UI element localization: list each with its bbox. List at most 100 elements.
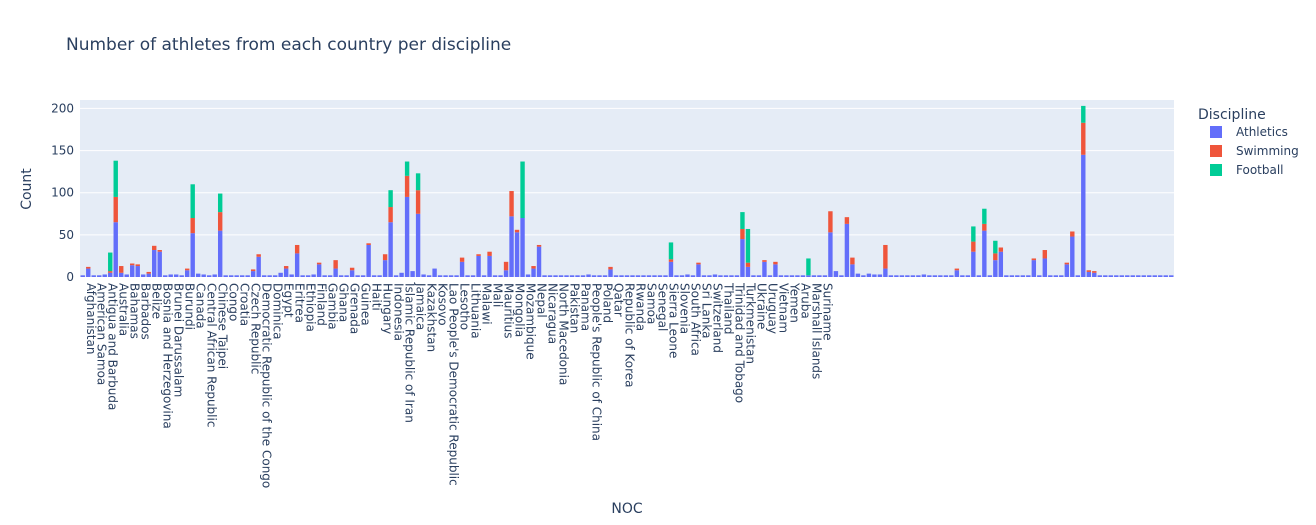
bar-athletics[interactable]: [322, 275, 327, 277]
bar-athletics[interactable]: [943, 275, 949, 277]
bar-athletics[interactable]: [899, 275, 905, 277]
bar-swimming[interactable]: [1064, 262, 1069, 265]
bar-athletics[interactable]: [1004, 275, 1009, 277]
bar-football[interactable]: [388, 190, 393, 208]
bar-athletics[interactable]: [762, 261, 767, 277]
bar-athletics[interactable]: [701, 275, 707, 277]
bar-athletics[interactable]: [503, 270, 509, 277]
bar-athletics[interactable]: [778, 275, 784, 277]
bar-swimming[interactable]: [487, 251, 492, 256]
bar-athletics[interactable]: [80, 275, 85, 277]
bar-athletics[interactable]: [630, 275, 635, 277]
bar-athletics[interactable]: [767, 275, 773, 277]
bar-athletics[interactable]: [305, 275, 311, 277]
bar-athletics[interactable]: [300, 275, 305, 277]
bar-swimming[interactable]: [404, 175, 410, 197]
legend-item-athletics[interactable]: Athletics: [1236, 125, 1288, 139]
bar-athletics[interactable]: [745, 266, 751, 277]
bar-swimming[interactable]: [844, 217, 850, 224]
bar-athletics[interactable]: [250, 271, 256, 277]
bar-swimming[interactable]: [509, 191, 514, 217]
bar-athletics[interactable]: [448, 275, 454, 277]
bar-swimming[interactable]: [130, 263, 135, 266]
bar-athletics[interactable]: [245, 275, 250, 277]
bar-swimming[interactable]: [531, 266, 536, 269]
bar-athletics[interactable]: [696, 264, 701, 277]
bar-football[interactable]: [993, 240, 998, 254]
bar-athletics[interactable]: [619, 275, 624, 277]
bar-athletics[interactable]: [1059, 275, 1064, 277]
bar-athletics[interactable]: [481, 275, 487, 277]
bar-athletics[interactable]: [905, 275, 910, 277]
bar-athletics[interactable]: [822, 275, 828, 277]
bar-swimming[interactable]: [1086, 270, 1091, 272]
bar-athletics[interactable]: [806, 275, 811, 277]
bar-athletics[interactable]: [1147, 275, 1152, 277]
bar-athletics[interactable]: [679, 275, 685, 277]
bar-athletics[interactable]: [575, 275, 580, 277]
bar-athletics[interactable]: [190, 233, 195, 277]
bar-athletics[interactable]: [388, 222, 393, 277]
bar-swimming[interactable]: [294, 244, 300, 254]
legend-item-swimming[interactable]: Swimming: [1236, 144, 1299, 158]
bar-swimming[interactable]: [250, 269, 256, 272]
bar-athletics[interactable]: [443, 275, 448, 277]
bar-athletics[interactable]: [1136, 275, 1141, 277]
bar-athletics[interactable]: [1086, 271, 1091, 277]
bar-swimming[interactable]: [828, 211, 833, 233]
bar-athletics[interactable]: [1119, 275, 1124, 277]
bar-athletics[interactable]: [212, 274, 217, 277]
bar-athletics[interactable]: [855, 273, 861, 277]
bar-athletics[interactable]: [811, 275, 817, 277]
bar-athletics[interactable]: [1075, 275, 1080, 277]
bar-athletics[interactable]: [476, 255, 481, 277]
bar-swimming[interactable]: [668, 259, 674, 262]
bar-athletics[interactable]: [316, 264, 322, 277]
bar-athletics[interactable]: [294, 253, 300, 277]
bar-swimming[interactable]: [503, 261, 509, 271]
bar-athletics[interactable]: [1097, 275, 1102, 277]
bar-athletics[interactable]: [421, 274, 426, 277]
bar-athletics[interactable]: [740, 239, 745, 277]
bar-athletics[interactable]: [597, 275, 602, 277]
bar-athletics[interactable]: [817, 275, 822, 277]
bar-athletics[interactable]: [152, 250, 157, 277]
bar-athletics[interactable]: [718, 275, 723, 277]
bar-athletics[interactable]: [580, 275, 586, 277]
bar-athletics[interactable]: [547, 275, 553, 277]
bar-athletics[interactable]: [1037, 275, 1042, 277]
bar-athletics[interactable]: [498, 275, 503, 277]
bar-athletics[interactable]: [773, 264, 778, 277]
bar-athletics[interactable]: [1141, 275, 1146, 277]
bar-athletics[interactable]: [141, 274, 146, 277]
bar-athletics[interactable]: [108, 272, 113, 277]
bar-athletics[interactable]: [91, 275, 96, 277]
bar-athletics[interactable]: [278, 272, 283, 277]
bar-athletics[interactable]: [800, 275, 806, 277]
bar-athletics[interactable]: [916, 275, 921, 277]
bar-athletics[interactable]: [789, 275, 795, 277]
bar-swimming[interactable]: [1070, 231, 1075, 237]
bar-athletics[interactable]: [366, 244, 371, 277]
bar-athletics[interactable]: [514, 232, 520, 277]
bar-football[interactable]: [740, 212, 745, 229]
bar-football[interactable]: [1081, 105, 1086, 123]
bar-athletics[interactable]: [542, 275, 547, 277]
bar-athletics[interactable]: [613, 275, 619, 277]
bar-swimming[interactable]: [190, 218, 195, 234]
bar-athletics[interactable]: [327, 275, 333, 277]
bar-athletics[interactable]: [520, 218, 525, 277]
bar-swimming[interactable]: [514, 229, 520, 233]
bar-athletics[interactable]: [1152, 275, 1157, 277]
bar-athletics[interactable]: [1015, 275, 1020, 277]
legend-swatch-swimming[interactable]: [1210, 145, 1222, 157]
bar-athletics[interactable]: [641, 275, 646, 277]
bar-athletics[interactable]: [113, 222, 118, 277]
bar-athletics[interactable]: [960, 275, 965, 277]
bar-athletics[interactable]: [1158, 275, 1163, 277]
bar-athletics[interactable]: [1108, 275, 1113, 277]
bar-athletics[interactable]: [289, 274, 294, 277]
bar-athletics[interactable]: [1053, 275, 1059, 277]
bar-athletics[interactable]: [795, 275, 800, 277]
bar-swimming[interactable]: [415, 190, 421, 214]
